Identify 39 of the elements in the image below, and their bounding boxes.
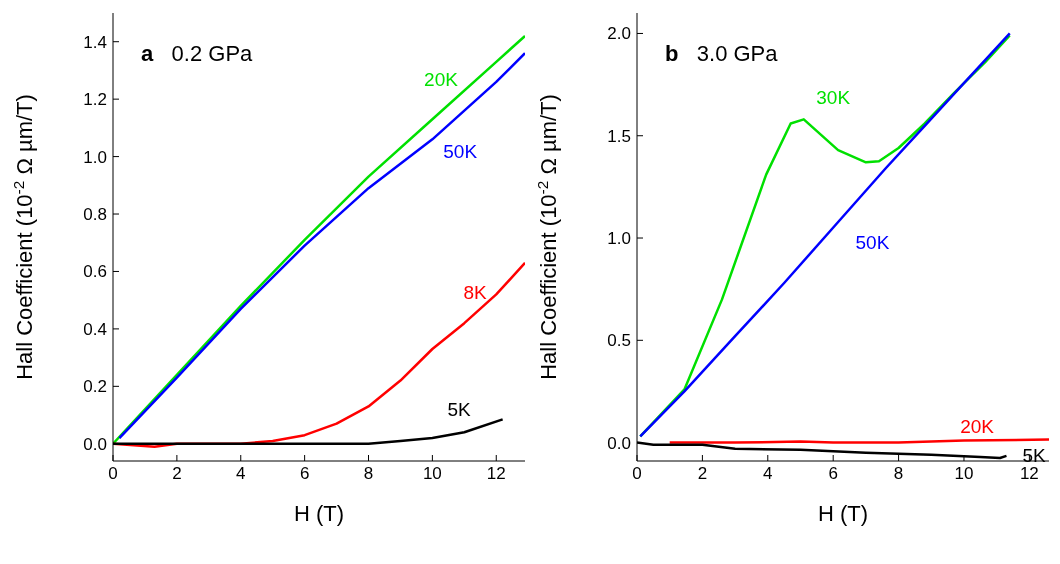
series-label: 20K <box>424 69 459 91</box>
y-tick-label: 2.0 <box>607 24 631 44</box>
series-label: 50K <box>443 140 478 162</box>
x-tick-label: 0 <box>108 464 118 484</box>
y-tick-label: 1.0 <box>607 229 631 249</box>
y-tick-label: 1.5 <box>607 126 631 146</box>
y-tick-label: 1.0 <box>83 147 107 167</box>
x-tick-label: 0 <box>632 464 642 484</box>
y-tick-label: 0.6 <box>83 262 107 282</box>
x-axis-title: H (T) <box>817 501 869 526</box>
y-tick-label: 0.5 <box>607 331 631 351</box>
x-tick-label: 2 <box>172 464 182 484</box>
y-tick-label: 1.4 <box>83 32 107 52</box>
series-label: 8K <box>463 281 487 303</box>
y-tick-label: 0.0 <box>607 433 631 453</box>
y-tick-label: 0.2 <box>83 377 107 397</box>
text: b 3.0 GPa <box>665 41 778 67</box>
series-label: 5K <box>447 399 472 421</box>
y-tick-label: 0.8 <box>83 205 107 225</box>
series-label: 5K <box>1022 444 1047 466</box>
y-tick-label: 1.2 <box>83 90 107 110</box>
series-label: 30K <box>816 86 851 108</box>
x-tick-label: 12 <box>1019 464 1039 484</box>
x-tick-label: 6 <box>828 464 838 484</box>
x-tick-label: 12 <box>486 464 506 484</box>
x-tick-label: 8 <box>893 464 904 484</box>
x-tick-label: 4 <box>236 464 246 484</box>
y-tick-label: 0.0 <box>83 434 107 454</box>
x-axis-title: H (T) <box>293 501 345 526</box>
x-tick-label: 10 <box>954 464 974 484</box>
x-tick-label: 6 <box>299 464 310 484</box>
x-tick-label: 8 <box>363 464 374 484</box>
x-tick-label: 10 <box>422 464 442 484</box>
text: a 0.2 GPa <box>141 41 253 67</box>
series-label: 50K <box>855 232 890 254</box>
series-label: 20K <box>960 416 995 438</box>
x-tick-label: 4 <box>763 464 773 484</box>
x-tick-label: 2 <box>697 464 708 484</box>
y-tick-label: 0.4 <box>83 319 107 339</box>
